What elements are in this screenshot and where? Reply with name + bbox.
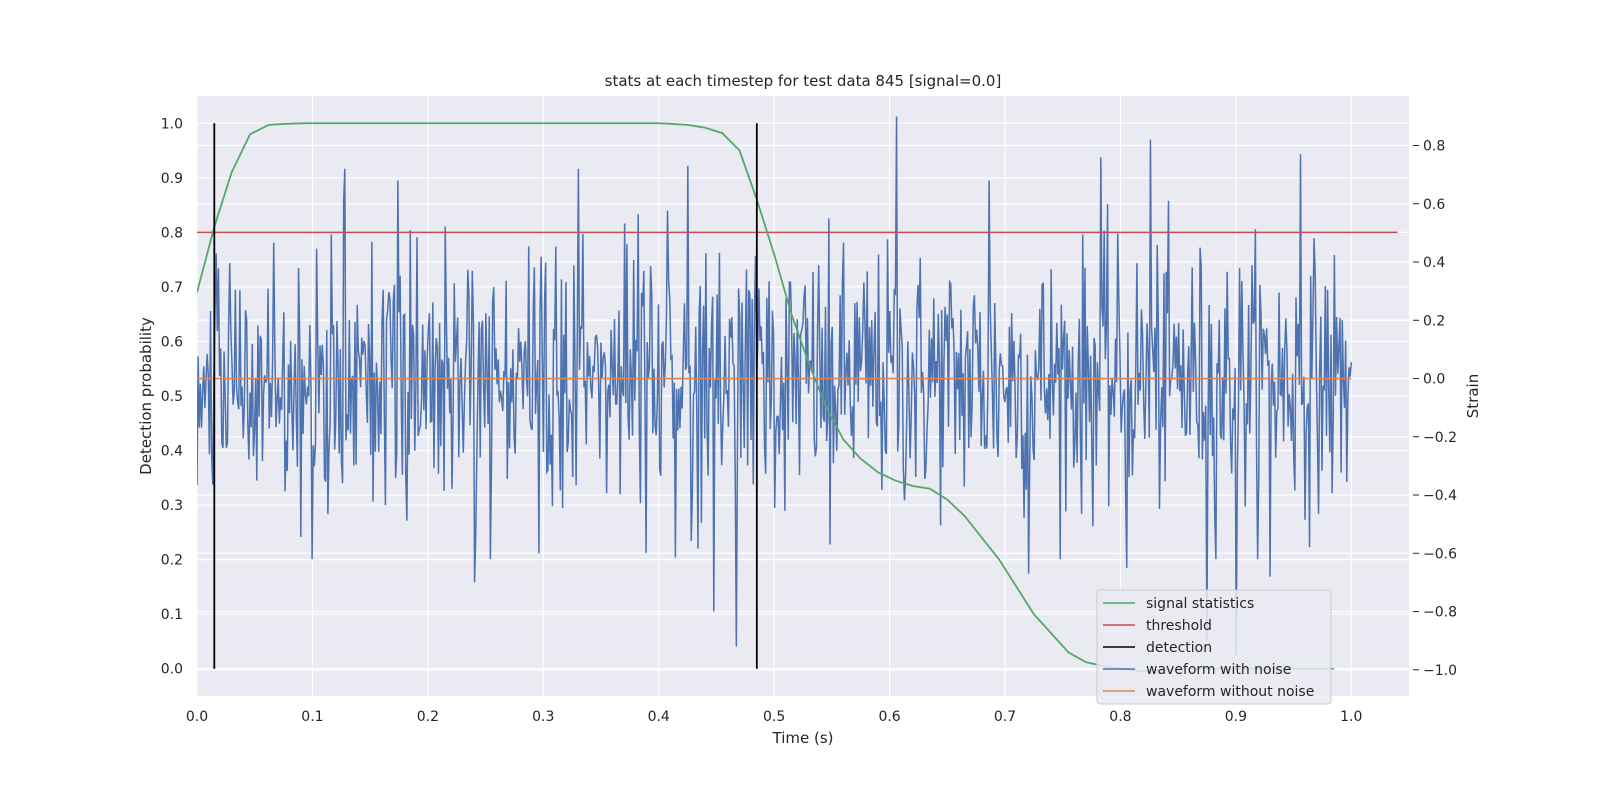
x-tick-label: 1.0 (1340, 709, 1362, 725)
y-tick-label: 0.8 (161, 225, 183, 241)
legend-label-waveform-without-noise: waveform without noise (1146, 684, 1314, 700)
y2-tick-label: 0.4 (1423, 255, 1445, 271)
y2-tick-label: 0.6 (1423, 197, 1445, 213)
y2-tick-label: −0.2 (1423, 430, 1457, 446)
y2-tick-label: −0.8 (1423, 605, 1457, 621)
y-tick-label: 0.3 (161, 498, 183, 514)
x-tick-label: 0.4 (648, 709, 670, 725)
y2-tick-label: −0.4 (1423, 488, 1457, 504)
y2-tick-label: −0.6 (1423, 546, 1457, 562)
y-tick-label: 0.2 (161, 553, 183, 569)
y-axis-right: −1.0 −0.8 −0.6 −0.4 −0.2 0.0 0.2 0.4 0.6 0.8 (1413, 139, 1457, 679)
chart-title: stats at each timestep for test data 845… (605, 72, 1002, 90)
legend: signal statistics threshold detection wa… (1096, 589, 1332, 705)
x-tick-label: 0.8 (1109, 709, 1131, 725)
y-tick-label: 0.7 (161, 280, 183, 296)
series-signal-statistics (197, 122, 1334, 673)
y2-axis-label: Strain (1464, 374, 1482, 418)
y-tick-label: 1.0 (161, 116, 183, 132)
x-tick-label: 0.5 (763, 709, 785, 725)
legend-label-threshold: threshold (1146, 618, 1212, 634)
y-tick-label: 0.9 (161, 171, 183, 187)
legend-label-detection: detection (1146, 640, 1212, 656)
legend-box (1096, 589, 1332, 705)
legend-label-waveform-with-noise: waveform with noise (1146, 662, 1291, 678)
y-tick-label: 0.6 (161, 334, 183, 350)
x-axis-label: Time (s) (772, 729, 834, 747)
x-tick-label: 0.7 (994, 709, 1016, 725)
x-axis: 0.0 0.1 0.2 0.3 0.4 0.5 0.6 0.7 0.8 0.9 1.0 (186, 709, 1363, 725)
x-tick-label: 0.0 (186, 709, 208, 725)
y-tick-label: 0.5 (161, 389, 183, 405)
y2-tick-label: 0.2 (1423, 313, 1445, 329)
y-tick-label: 0.0 (161, 662, 183, 678)
y-tick-label: 0.1 (161, 607, 183, 623)
y2-tick-label: 0.0 (1423, 372, 1445, 388)
y-axis-label: Detection probability (137, 317, 155, 475)
y2-tick-label: −1.0 (1423, 663, 1457, 679)
series-waveform-with-noise (197, 116, 1353, 656)
series-layer (197, 116, 1398, 673)
x-tick-label: 0.2 (417, 709, 439, 725)
x-tick-label: 0.1 (301, 709, 323, 725)
y-axis-left: 0.0 0.1 0.2 0.3 0.4 0.5 0.6 0.7 0.8 0.9 1.0 (161, 116, 183, 677)
legend-label-signal-statistics: signal statistics (1146, 596, 1254, 612)
y2-tick-label: 0.8 (1423, 139, 1445, 155)
x-tick-label: 0.6 (878, 709, 900, 725)
x-tick-label: 0.9 (1225, 709, 1247, 725)
y-tick-label: 0.4 (161, 444, 183, 460)
x-tick-label: 0.3 (532, 709, 554, 725)
